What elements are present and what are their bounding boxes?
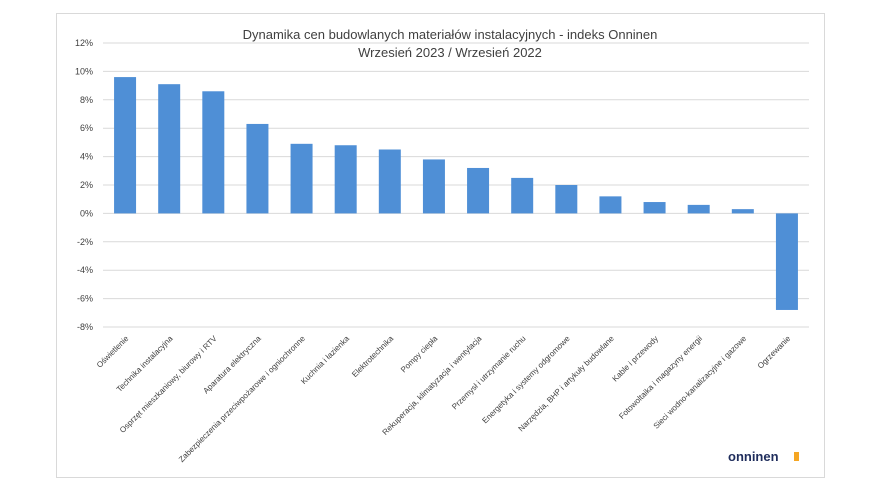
bar <box>334 145 357 214</box>
x-category-label: Ogrzewanie <box>756 334 793 371</box>
y-axis-ticks: 12% 10% 8% 6% 4% 2% 0% -2% -4% -6% -8% <box>75 38 93 332</box>
x-category-label: Kuchnia i łazienka <box>299 334 351 386</box>
y-tick-label: -4% <box>77 265 93 275</box>
bar <box>775 213 798 310</box>
bar <box>511 177 534 214</box>
y-tick-label: 10% <box>75 66 93 76</box>
x-category-label: Oświetlenie <box>95 334 131 370</box>
chart-title: Dynamika cen budowlanych materiałów inst… <box>243 27 658 42</box>
x-category-label: Sieci wodno-kanalizacyjne i gazowe <box>652 334 749 431</box>
bar <box>687 204 710 214</box>
bar <box>290 143 313 214</box>
y-tick-label: 0% <box>80 208 93 218</box>
bar <box>467 167 490 214</box>
bar <box>246 123 269 214</box>
x-category-label: Pompy ciepła <box>399 334 440 375</box>
y-tick-label: 2% <box>80 180 93 190</box>
bar <box>378 149 401 214</box>
x-category-label: Narzędzia, BHP i artykuły budowlane <box>517 334 617 434</box>
bar <box>599 196 622 214</box>
x-category-label: Rekuperacja, klimatyzacja i wentylacja <box>381 334 484 437</box>
bar <box>202 91 225 214</box>
bar <box>731 209 754 214</box>
bar <box>643 202 666 214</box>
bar <box>555 185 578 214</box>
bar <box>114 77 137 214</box>
chart-frame <box>56 13 825 478</box>
y-tick-label: 4% <box>80 152 93 162</box>
y-tick-label: 12% <box>75 38 93 48</box>
bar <box>422 159 445 214</box>
x-category-label: Przemysł i utrzymanie ruchu <box>450 334 527 411</box>
x-category-label: Elektrotechnika <box>350 334 395 379</box>
x-category-label: Osprzęt mieszkaniowy, biurowy i RTV <box>118 334 219 435</box>
bar <box>158 84 181 214</box>
y-tick-label: -2% <box>77 237 93 247</box>
y-tick-label: 8% <box>80 95 93 105</box>
x-category-label: Fotowoltaika i magazyny energii <box>617 334 704 421</box>
x-category-label: Energetyka i systemy odgromowe <box>480 334 572 426</box>
x-category-label: Kable i przewody <box>611 334 660 383</box>
y-tick-label: -6% <box>77 294 93 304</box>
logo-text: onninen <box>728 449 779 464</box>
logo-mark-icon <box>794 452 799 461</box>
chart-subtitle: Wrzesień 2023 / Wrzesień 2022 <box>358 45 542 60</box>
onninen-logo: onninen <box>728 449 799 464</box>
y-tick-label: 6% <box>80 123 93 133</box>
y-tick-label: -8% <box>77 322 93 332</box>
bars <box>114 77 798 310</box>
